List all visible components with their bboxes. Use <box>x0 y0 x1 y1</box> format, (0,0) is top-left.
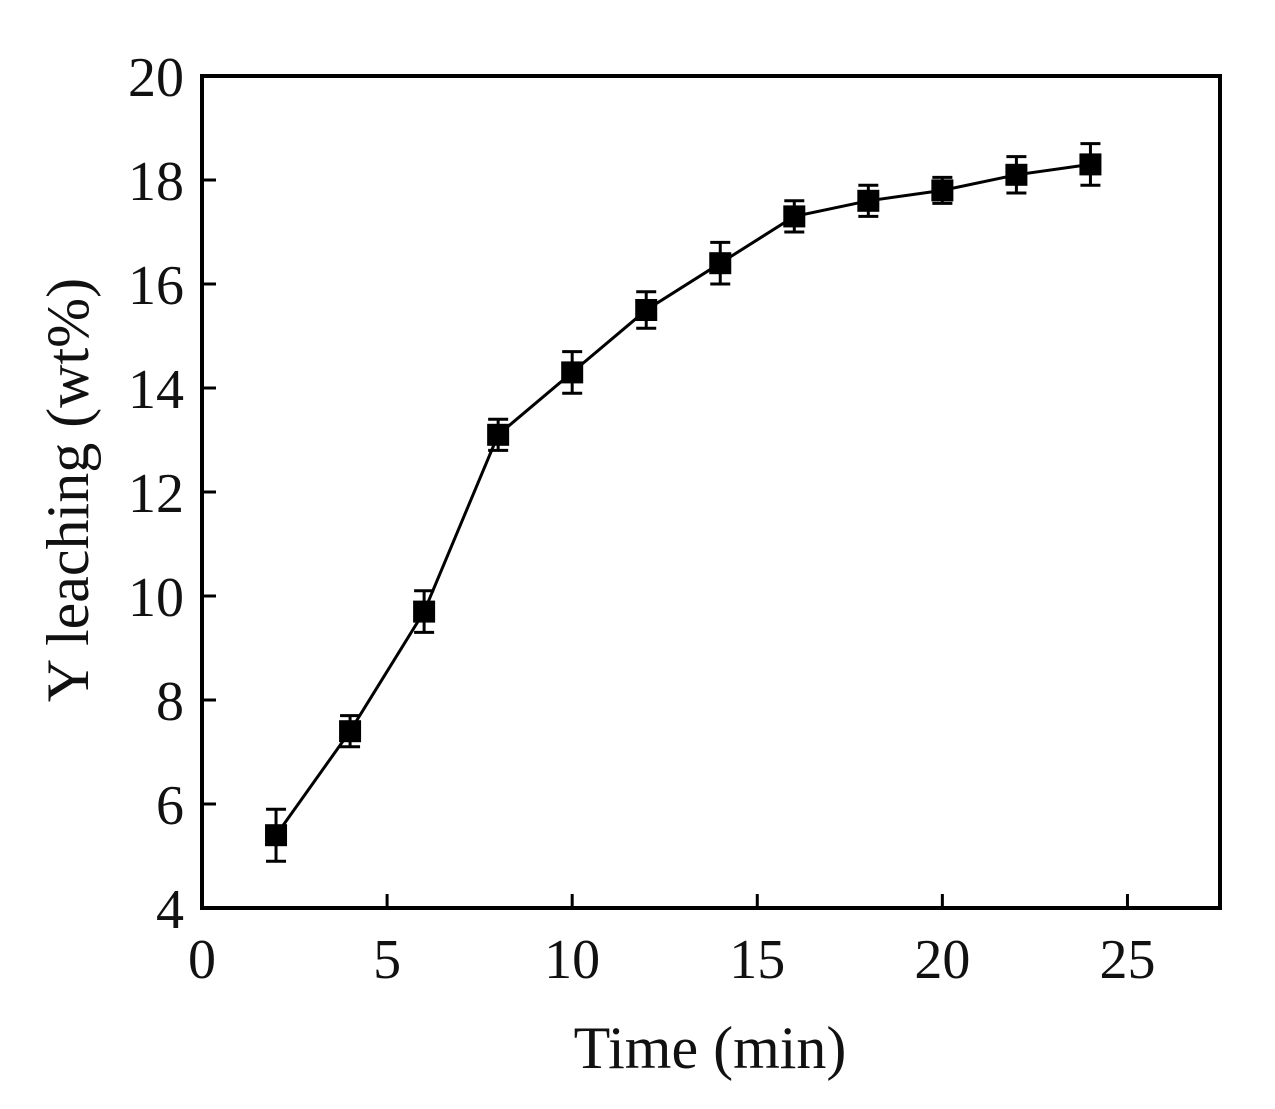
data-point <box>561 361 584 384</box>
data-point <box>487 423 510 446</box>
y-tick-label: 8 <box>156 671 184 733</box>
data-point <box>413 600 436 623</box>
series-lines <box>274 162 1091 837</box>
y-tick-label: 14 <box>128 359 184 421</box>
series-line <box>274 162 1091 837</box>
y-tick-label: 20 <box>128 47 184 109</box>
data-point <box>783 205 806 228</box>
data-point <box>1079 153 1102 176</box>
y-tick-label: 6 <box>156 775 184 837</box>
data-point <box>931 179 954 202</box>
x-axis-label: Time (min) <box>574 1015 847 1081</box>
data-point <box>635 299 658 321</box>
data-point <box>709 252 732 275</box>
plot-area <box>200 74 1222 910</box>
x-tick-label: 20 <box>914 929 970 991</box>
x-tick-label: 5 <box>373 929 401 991</box>
tick-labels: 0 5 10 15 20 25 4 6 8 10 12 14 16 18 20 <box>128 47 1155 991</box>
y-tick-label: 10 <box>128 567 184 629</box>
x-tick-label: 0 <box>188 929 216 991</box>
data-point <box>339 720 362 743</box>
error-bars <box>266 142 1101 863</box>
x-tick-label: 15 <box>729 929 785 991</box>
data-markers <box>265 153 1102 847</box>
x-tick-label: 25 <box>1099 929 1155 991</box>
data-point <box>265 824 288 847</box>
data-point <box>1005 163 1028 186</box>
x-tick-label: 10 <box>544 929 600 991</box>
y-tick-label: 16 <box>128 255 184 317</box>
y-tick-label: 4 <box>156 879 184 941</box>
axis-ticks <box>200 74 1129 910</box>
y-tick-label: 18 <box>128 151 184 213</box>
y-tick-label: 12 <box>128 463 184 525</box>
data-point <box>857 189 880 212</box>
y-axis-label: Y leaching (wt%) <box>35 278 101 702</box>
plot-frame <box>200 74 1222 910</box>
